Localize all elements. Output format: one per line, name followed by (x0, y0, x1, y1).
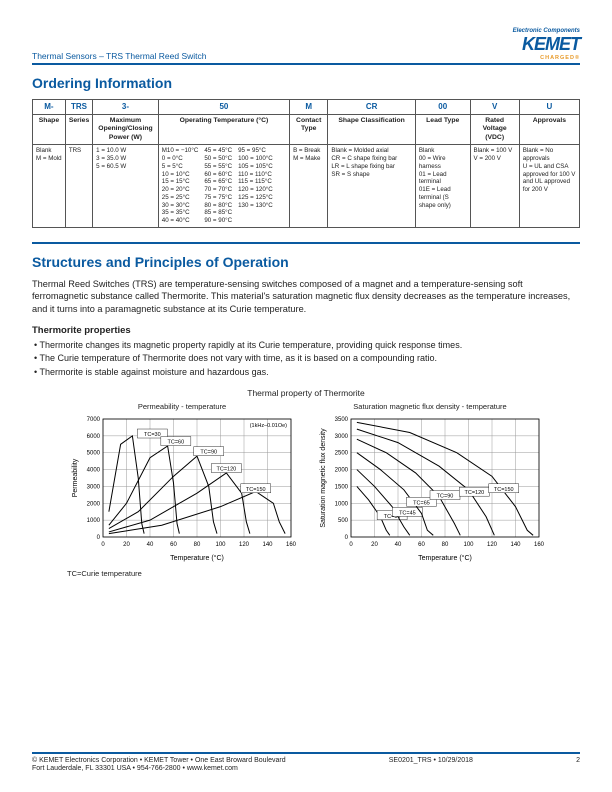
cell-voltage: Blank = 100 V V = 200 V (470, 145, 519, 228)
svg-text:80: 80 (194, 542, 201, 548)
cell-contact: B = Break M = Make (290, 145, 328, 228)
svg-text:0: 0 (97, 535, 101, 541)
charts-container: Permeability - temperature 0204060801001… (32, 402, 580, 578)
svg-text:2500: 2500 (335, 450, 349, 456)
footer-line2: Fort Lauderdale, FL 33301 USA • 954-766-… (32, 765, 286, 774)
svg-text:2000: 2000 (87, 501, 101, 507)
svg-text:160: 160 (286, 542, 297, 548)
svg-text:0: 0 (349, 542, 353, 548)
section-divider (32, 242, 580, 244)
svg-text:0: 0 (345, 535, 349, 541)
kemet-logo: Electronic Components KEMET CHARGED® (513, 28, 580, 61)
tc-note: TC=Curie temperature (67, 569, 297, 578)
svg-text:6000: 6000 (87, 433, 101, 439)
svg-text:TC=120: TC=120 (465, 490, 485, 496)
chart-svg-left: 0 20 40 60 80 100 120 140 160 0 1000 2000 3000 4000 50… (67, 413, 297, 563)
svg-text:500: 500 (338, 518, 349, 524)
svg-text:TC=65: TC=65 (413, 500, 430, 506)
svg-text:120: 120 (239, 542, 250, 548)
svg-text:20: 20 (371, 542, 378, 548)
cell-shape-class: Blank = Molded axial CR = C shape fixing… (328, 145, 416, 228)
cell-lead: Blank 00 = Wire harness 01 = Lead termin… (415, 145, 470, 228)
svg-text:TC=90: TC=90 (437, 493, 454, 499)
svg-text:3000: 3000 (335, 433, 349, 439)
svg-text:(1kHz–0.01Oe): (1kHz–0.01Oe) (250, 423, 287, 429)
svg-text:80: 80 (442, 542, 449, 548)
svg-text:TC=45: TC=45 (399, 510, 416, 516)
table-row-values: Blank M = Mold TRS 1 = 10.0 W 3 = 35.0 W… (33, 145, 580, 228)
svg-text:3000: 3000 (87, 484, 101, 490)
svg-text:Temperature (°C): Temperature (°C) (170, 554, 224, 562)
breadcrumb: Thermal Sensors – TRS Thermal Reed Switc… (32, 51, 206, 61)
svg-text:5000: 5000 (87, 450, 101, 456)
svg-text:TC=60: TC=60 (168, 439, 185, 445)
svg-text:1500: 1500 (335, 484, 349, 490)
thermorite-subheading: Thermorite properties (32, 325, 580, 336)
bullet-list: Thermorite changes its magnetic property… (32, 339, 580, 377)
ordering-table: M- TRS 3- 50 M CR 00 V U Shape Series Ma… (32, 99, 580, 228)
table-row-codes: M- TRS 3- 50 M CR 00 V U (33, 100, 580, 115)
svg-text:0: 0 (101, 542, 105, 548)
svg-text:140: 140 (262, 542, 273, 548)
svg-text:100: 100 (215, 542, 226, 548)
svg-text:4000: 4000 (87, 467, 101, 473)
svg-text:40: 40 (147, 542, 154, 548)
permeability-chart: Permeability - temperature 0204060801001… (67, 402, 297, 578)
svg-text:2000: 2000 (335, 467, 349, 473)
footer-line1: © KEMET Electronics Corporation • KEMET … (32, 757, 286, 766)
svg-text:Saturation magnetic flux densi: Saturation magnetic flux density (320, 428, 327, 528)
svg-text:TC=30: TC=30 (144, 432, 161, 438)
svg-text:TC=90: TC=90 (200, 449, 217, 455)
svg-text:140: 140 (510, 542, 521, 548)
svg-text:TC=120: TC=120 (217, 466, 237, 472)
svg-text:Temperature (°C): Temperature (°C) (418, 554, 472, 562)
cell-approvals: Blank = No approvals U = UL and CSA appr… (519, 145, 579, 228)
intro-paragraph: Thermal Reed Switches (TRS) are temperat… (32, 278, 580, 315)
svg-text:60: 60 (418, 542, 425, 548)
svg-text:TC=150: TC=150 (246, 486, 266, 492)
charts-overall-title: Thermal property of Thermorite (32, 388, 580, 398)
svg-text:7000: 7000 (87, 417, 101, 423)
svg-text:100: 100 (463, 542, 474, 548)
footer-docid: SE0201_TRS • 10/29/2018 (389, 757, 473, 775)
svg-text:20: 20 (123, 542, 130, 548)
svg-text:1000: 1000 (87, 518, 101, 524)
svg-text:Permeability: Permeability (72, 458, 79, 497)
svg-text:3500: 3500 (335, 417, 349, 423)
list-item: The Curie temperature of Thermorite does… (34, 352, 580, 364)
svg-text:1000: 1000 (335, 501, 349, 507)
list-item: Thermorite changes its magnetic property… (34, 339, 580, 351)
flux-density-chart: Saturation magnetic flux density - tempe… (315, 402, 545, 578)
chart-svg-right: 0 20 40 60 80 100 120 140 160 0 500 1000 1500 2000 250… (315, 413, 545, 563)
list-item: Thermorite is stable against moisture an… (34, 366, 580, 378)
svg-text:120: 120 (487, 542, 498, 548)
ordering-title: Ordering Information (32, 75, 580, 91)
svg-text:60: 60 (170, 542, 177, 548)
structures-title: Structures and Principles of Operation (32, 254, 580, 270)
footer-page: 2 (576, 757, 580, 775)
svg-text:TC=150: TC=150 (494, 486, 514, 492)
table-row-labels: Shape Series Maximum Opening/Closing Pow… (33, 115, 580, 145)
svg-text:40: 40 (395, 542, 402, 548)
cell-power: 1 = 10.0 W 3 = 35.0 W 5 = 60.5 W (93, 145, 159, 228)
cell-series: TRS (65, 145, 92, 228)
page-header: Thermal Sensors – TRS Thermal Reed Switc… (32, 28, 580, 65)
svg-text:160: 160 (534, 542, 545, 548)
cell-shape: Blank M = Mold (33, 145, 66, 228)
cell-temp: M10 = −10°C 0 = 0°C 5 = 5°C 10 = 10°C 15… (158, 145, 289, 228)
page-footer: © KEMET Electronics Corporation • KEMET … (32, 752, 580, 775)
